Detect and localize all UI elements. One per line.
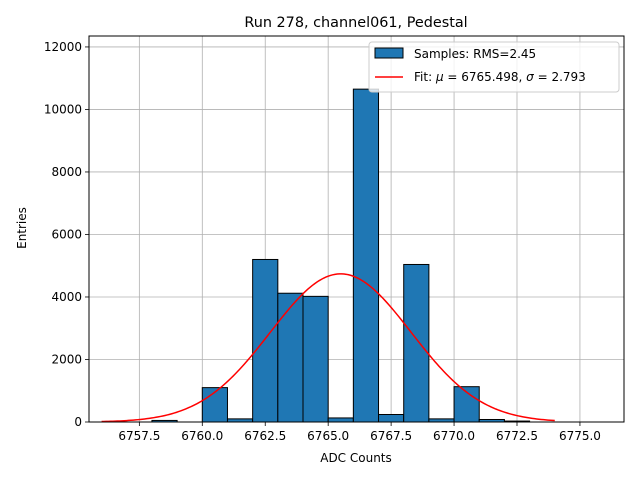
x-tick-label: 6767.5 (370, 429, 412, 443)
legend-histogram-label: Samples: RMS=2.45 (414, 47, 536, 61)
x-tick-label: 6772.5 (496, 429, 538, 443)
x-tick-label: 6775.0 (559, 429, 601, 443)
y-axis-ticks: 0 2000 4000 6000 8000 10000 12000 (44, 40, 89, 429)
histogram-bar (327, 417, 354, 423)
histogram-bar (277, 292, 304, 423)
y-tick-label: 4000 (51, 290, 82, 304)
histogram-bars (151, 88, 531, 423)
x-tick-label: 6760.0 (181, 429, 223, 443)
gaussian-fit-curve (101, 273, 555, 423)
histogram-bar (252, 258, 279, 423)
plot-area-frame (88, 35, 625, 423)
x-tick-label: 6762.5 (244, 429, 286, 443)
x-axis-label: ADC Counts (320, 451, 392, 465)
y-tick-label: 8000 (51, 165, 82, 179)
legend: Samples: RMS=2.45 Fit: μ = 6765.498, σ =… (368, 41, 620, 93)
legend-fit-label: Fit: μ = 6765.498, σ = 2.793 (414, 70, 586, 84)
histogram-bar (201, 387, 228, 423)
legend-box (368, 41, 620, 93)
legend-histogram-patch (374, 47, 404, 59)
histogram-bar (302, 295, 329, 423)
y-tick-label: 12000 (44, 40, 82, 54)
y-tick-label: 0 (74, 415, 82, 429)
x-axis-ticks: 6757.5 6760.0 6762.5 6765.0 6767.5 6770.0 6772… (118, 422, 601, 443)
y-axis-label: Entries (15, 207, 29, 249)
x-tick-label: 6770.0 (433, 429, 475, 443)
histogram-bar (403, 263, 430, 423)
y-tick-label: 10000 (44, 102, 82, 116)
y-tick-label: 6000 (51, 227, 82, 241)
chart-title: Run 278, channel061, Pedestal (244, 15, 467, 31)
histogram-bar (378, 413, 405, 423)
y-tick-label: 2000 (51, 352, 82, 366)
x-tick-label: 6765.0 (307, 429, 349, 443)
x-tick-label: 6757.5 (118, 429, 160, 443)
histogram-bar (352, 88, 380, 423)
